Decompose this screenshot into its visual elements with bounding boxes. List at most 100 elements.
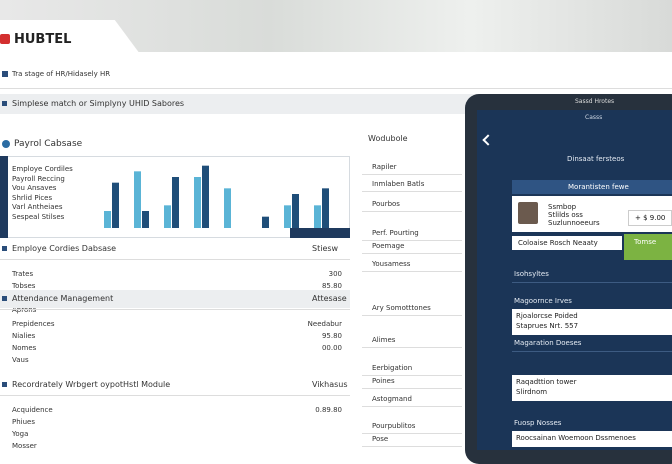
section-action: Vikhasus	[312, 380, 348, 389]
divider	[512, 282, 672, 283]
divider	[362, 433, 462, 434]
row-label: Phiues	[12, 418, 35, 426]
bar	[314, 205, 321, 228]
divider	[362, 211, 462, 212]
row-value: 00.00	[321, 344, 342, 352]
row-title: Magoornce Irves	[514, 297, 572, 305]
tablet-top: Sassd Hrotes	[575, 98, 615, 105]
divider	[362, 315, 462, 316]
middle-title: Wodubole	[368, 134, 408, 143]
middle-item: Pourpublitos	[372, 422, 416, 430]
row-line: Rjoalorcse Poided	[516, 312, 578, 320]
profile-line: Stlilds oss	[548, 211, 583, 219]
chart	[104, 165, 329, 228]
amount: + $ 9.00	[628, 210, 672, 226]
screen-title: Casss	[585, 114, 603, 121]
divider	[512, 351, 672, 352]
bar	[142, 211, 149, 228]
row-line: Roocsainan Woemoon Dssmenoes	[516, 434, 636, 442]
logo-box	[0, 20, 140, 54]
list-item: Varl Antheiaes	[12, 203, 63, 211]
row-label: Aprons	[12, 306, 37, 314]
row-label: Vaus	[12, 356, 29, 364]
row-title: Fuosp Nosses	[514, 419, 562, 427]
divider	[0, 88, 672, 89]
middle-item: Ary Somotttones	[372, 304, 431, 312]
middle-item: Yousamess	[372, 260, 411, 268]
divider	[362, 388, 462, 389]
middle-item: Perf. Pourting	[372, 229, 419, 237]
row-label: Trates	[12, 270, 34, 278]
row-title: Isohsyltes	[514, 270, 549, 278]
list-item: Shrlid Pices	[12, 193, 53, 202]
middle-item: Astogmand	[372, 395, 412, 403]
icon	[2, 71, 8, 77]
row-card	[512, 309, 672, 335]
row-line: Staprues Nrt. 557	[516, 322, 579, 330]
divider	[362, 375, 462, 376]
panel-title: Payrol Cabsase	[14, 139, 83, 149]
list-item: Employe Cordiles	[12, 165, 73, 173]
button: Tomse	[624, 234, 672, 260]
divider	[362, 253, 462, 254]
card-header-band	[512, 180, 672, 194]
logo-text: HUBTEL	[14, 32, 72, 47]
card-header: Morantisten fewe	[568, 183, 629, 191]
logo-icon	[0, 34, 10, 44]
row-card	[512, 431, 672, 447]
section-title: Employe Cordies Dabsase	[12, 244, 117, 253]
row-label: Yoga	[12, 430, 29, 438]
bar	[322, 188, 329, 228]
divider	[362, 446, 462, 447]
list-item: Payroll Reccing	[12, 174, 65, 183]
section-band	[0, 290, 350, 308]
middle-item: Eerbigation	[372, 364, 413, 372]
middle-item: Alimes	[372, 336, 396, 344]
bar	[292, 194, 299, 228]
bar	[112, 182, 119, 228]
row-label: Tobses	[12, 282, 36, 290]
bar	[172, 177, 179, 228]
bar	[164, 205, 171, 228]
profile-line: Suzlunnoeeurs	[548, 219, 600, 227]
side-strip	[0, 156, 8, 238]
row-label: Nomes	[12, 344, 37, 352]
middle-item: Pose	[372, 435, 389, 443]
profile-line: Ssmbop	[548, 203, 577, 211]
middle-item: Rapiler	[372, 163, 397, 171]
middle-item: Pourbos	[372, 200, 400, 208]
row-line: Raqadttion tower	[516, 378, 577, 386]
row-label: Nialies	[12, 332, 36, 340]
row-value: 85.80	[321, 282, 342, 290]
row-label: Acquidence	[12, 406, 53, 414]
bar	[194, 177, 201, 228]
section-action: Stiesw	[312, 244, 339, 253]
bar	[262, 216, 269, 228]
row-value: Needabur	[307, 320, 342, 328]
middle-item: Poines	[372, 377, 395, 385]
divider	[362, 347, 462, 348]
avatar	[518, 202, 538, 224]
middle-item: Poemage	[372, 242, 405, 250]
icon	[2, 296, 7, 301]
divider	[362, 406, 462, 407]
section-title: Attendance Management	[12, 294, 114, 303]
row-value: 0.89.80	[315, 406, 342, 414]
breadcrumb: Tra stage of HR/Hidasely HR	[12, 70, 111, 78]
row-value: 95.80	[321, 332, 342, 340]
divider	[0, 259, 350, 260]
bar	[284, 205, 291, 228]
icon	[2, 101, 7, 106]
list-item: Vou Ansaves	[12, 184, 57, 192]
banner: Simplese match or Simplyny UHID Sabores	[12, 99, 185, 108]
bar	[134, 171, 141, 228]
section-action: Attesase	[312, 294, 347, 303]
select: Coloaise Rosch Neaaty	[518, 239, 598, 247]
row-label: Mosser	[12, 442, 37, 450]
row-title: Magaration Doeses	[514, 339, 582, 347]
divider	[0, 309, 350, 310]
row-card	[512, 375, 672, 401]
row-line: Slirdnom	[516, 388, 548, 396]
divider	[362, 240, 462, 241]
